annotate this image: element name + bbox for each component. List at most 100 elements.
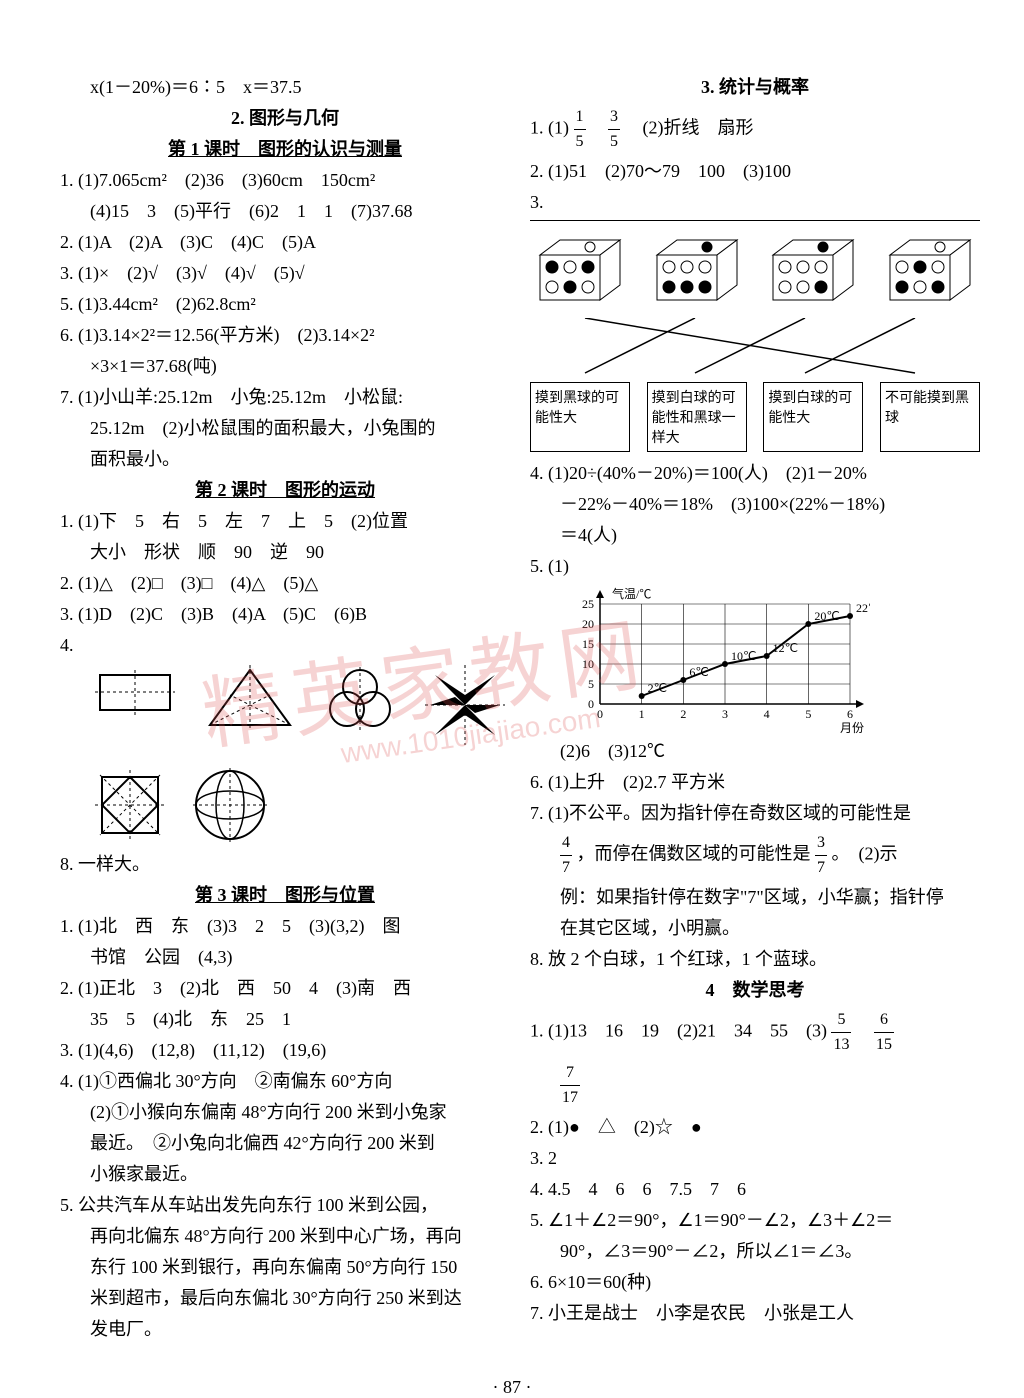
section-heading-3: 3. 统计与概率 — [530, 74, 980, 101]
answer-line: 东行 100 米到银行，再向东偏南 50°方向行 150 — [60, 1254, 510, 1281]
answer-line: 6. (1)上升 (2)2.7 平方米 — [530, 769, 980, 796]
lesson3-heading: 第 3 课时 图形与位置 — [60, 882, 510, 909]
left-column: x(1－20%)＝6∶5 x＝37.5 2. 图形与几何 第 1 课时 图形的认… — [60, 70, 510, 1347]
fraction: 37 — [815, 831, 827, 880]
svg-text:5: 5 — [588, 677, 594, 691]
answer-line: ×3×1＝37.68(吨) — [60, 353, 510, 380]
answer-line: (2)①小猴向东偏南 48°方向行 200 米到小兔家 — [60, 1099, 510, 1126]
answer-line: 90°，∠3＝90°－∠2，所以∠1＝∠3。 — [530, 1238, 980, 1265]
match-box: 摸到白球的可能性和黑球一样大 — [647, 382, 747, 452]
fraction: 15 — [574, 105, 586, 154]
answer-line: 在其它区域，小明赢。 — [530, 915, 980, 942]
svg-text:22℃: 22℃ — [856, 601, 870, 615]
page-number: · 87 · — [0, 1377, 1024, 1398]
answer-line: 2. (1)51 (2)70～79 100 (3)100 — [530, 158, 980, 185]
text: 1. (1) — [530, 118, 569, 138]
answer-line: 2. (1)A (2)A (3)C (4)C (5)A — [60, 229, 510, 256]
answer-line: 再向北偏东 48°方向行 200 米到中心广场，再向 — [60, 1223, 510, 1250]
answer-line: 3. 2 — [530, 1145, 980, 1172]
right-column: 3. 统计与概率 1. (1) 15 35 (2)折线 扇形 2. (1)51 … — [530, 70, 980, 1347]
answer-line: 2. (1)正北 3 (2)北 西 50 4 (3)南 西 — [60, 975, 510, 1002]
svg-text:5: 5 — [805, 707, 811, 721]
answer-line: 6. 6×10＝60(种) — [530, 1269, 980, 1296]
shape-triangle — [200, 665, 300, 735]
answer-line: 米到超市，最后向东偏北 30°方向行 250 米到达 — [60, 1285, 510, 1312]
answer-line: 5. ∠1＋∠2＝90°，∠1＝90°－∠2，∠3＋∠2＝ — [530, 1207, 980, 1234]
answer-line: 发电厂。 — [60, 1316, 510, 1343]
shape-rectangle — [90, 665, 180, 720]
answer-line: 4. 4.5 4 6 6 7.5 7 6 — [530, 1176, 980, 1203]
svg-text:10: 10 — [582, 657, 594, 671]
answer-line: 4. — [60, 632, 510, 659]
answer-line: 4. (1)20÷(40%－20%)＝100(人) (2)1－20% — [530, 460, 980, 487]
svg-text:气温/℃: 气温/℃ — [612, 586, 651, 601]
svg-text:4: 4 — [764, 707, 770, 721]
answer-line: 6. (1)3.14×2²＝12.56(平方米) (2)3.14×2² — [60, 322, 510, 349]
text: 。 (2)示 — [832, 844, 898, 864]
dice-icon — [880, 235, 980, 310]
svg-text:0: 0 — [597, 707, 603, 721]
svg-text:25: 25 — [582, 597, 594, 611]
svg-text:1: 1 — [639, 707, 645, 721]
answer-line: (4)15 3 (5)平行 (6)2 1 1 (7)37.68 — [60, 198, 510, 225]
answer-line: 书馆 公园 (4,3) — [60, 944, 510, 971]
answer-line: 最近。 ②小兔向北偏西 42°方向行 200 米到 — [60, 1130, 510, 1157]
answer-line: －22%－40%＝18% (3)100×(22%－18%) — [530, 491, 980, 518]
answer-line: 2. (1)● △ (2)☆ ● — [530, 1114, 980, 1141]
match-box: 不可能摸到黑球 — [880, 382, 980, 452]
svg-text:0: 0 — [588, 697, 594, 711]
match-box: 摸到黑球的可能性大 — [530, 382, 630, 452]
text: ，而停在偶数区域的可能性是 — [577, 844, 811, 864]
dice-matching-diagram: 摸到黑球的可能性大 摸到白球的可能性和黑球一样大 摸到白球的可能性大 不可能摸到… — [530, 220, 980, 452]
answer-line: 3. (1)× (2)√ (3)√ (4)√ (5)√ — [60, 260, 510, 287]
answer-line: 7. 小王是战士 小李是农民 小张是工人 — [530, 1300, 980, 1327]
symmetry-shapes — [90, 665, 510, 845]
answer-line: 3. (1)(4,6) (12,8) (11,12) (19,6) — [60, 1037, 510, 1064]
lesson2-heading: 第 2 课时 图形的运动 — [60, 477, 510, 504]
answer-line: ＝4(人) — [530, 522, 980, 549]
svg-text:15: 15 — [582, 637, 594, 651]
fraction: 35 — [608, 105, 620, 154]
answer-line: 5. 公共汽车从车站出发先向东行 100 米到公园， — [60, 1192, 510, 1219]
svg-text:2: 2 — [680, 707, 686, 721]
shape-trefoil — [320, 665, 400, 735]
shape-circle-petals — [190, 765, 270, 845]
matching-lines — [530, 318, 970, 378]
answer-line: 面积最小。 — [60, 446, 510, 473]
answer-line: 5. (1)3.44cm² (2)62.8cm² — [60, 291, 510, 318]
fraction: 717 — [560, 1061, 580, 1110]
equation: x(1－20%)＝6∶5 x＝37.5 — [60, 74, 510, 101]
answer-line: 7. (1)小山羊:25.12m 小兔:25.12m 小松鼠: — [60, 384, 510, 411]
svg-text:20: 20 — [582, 617, 594, 631]
fraction: 47 — [560, 831, 572, 880]
answer-line: 1. (1)北 西 东 (3)3 2 5 (3)(3,2) 图 — [60, 913, 510, 940]
dice-icon — [530, 235, 630, 310]
section-heading-4: 4 数学思考 — [530, 977, 980, 1004]
answer-line: 35 5 (4)北 东 25 1 — [60, 1006, 510, 1033]
answer-line: 5. (1) — [530, 553, 980, 580]
answer-line: 8. 放 2 个白球，1 个红球，1 个蓝球。 — [530, 946, 980, 973]
page: x(1－20%)＝6∶5 x＝37.5 2. 图形与几何 第 1 课时 图形的认… — [0, 0, 1024, 1367]
text: 1. (1)13 16 19 (2)21 34 55 (3) — [530, 1021, 827, 1041]
dice-icon — [647, 235, 747, 310]
answer-line: 8. 一样大。 — [60, 851, 510, 878]
answer-line: 例：如果指针停在数字"7"区域，小华赢；指针停 — [530, 884, 980, 911]
svg-text:3: 3 — [722, 707, 728, 721]
text: (2)折线 扇形 — [643, 118, 754, 138]
section-heading-2: 2. 图形与几何 — [60, 105, 510, 132]
answer-line: 2. (1)△ (2)□ (3)□ (4)△ (5)△ — [60, 570, 510, 597]
answer-line: 4. (1)①西偏北 30°方向 ②南偏东 60°方向 — [60, 1068, 510, 1095]
answer-line: 3. — [530, 189, 980, 216]
answer-line: 3. (1)D (2)C (3)B (4)A (5)C (6)B — [60, 601, 510, 628]
answer-line: 1. (1)下 5 右 5 左 7 上 5 (2)位置 — [60, 508, 510, 535]
lesson1-heading: 第 1 课时 图形的认识与测量 — [60, 136, 510, 163]
match-box: 摸到白球的可能性大 — [763, 382, 863, 452]
answer-line: 47 ，而停在偶数区域的可能性是 37 。 (2)示 — [530, 831, 980, 880]
svg-text:6: 6 — [847, 707, 853, 721]
answer-line: 25.12m (2)小松鼠围的面积最大，小兔围的 — [60, 415, 510, 442]
answer-line: 1. (1) 15 35 (2)折线 扇形 — [530, 105, 980, 154]
answer-line: (2)6 (3)12℃ — [530, 738, 980, 765]
answer-line: 大小 形状 顺 90 逆 90 — [60, 539, 510, 566]
answer-line: 7. (1)不公平。因为指针停在奇数区域的可能性是 — [530, 800, 980, 827]
answer-line: 717 — [530, 1061, 980, 1110]
